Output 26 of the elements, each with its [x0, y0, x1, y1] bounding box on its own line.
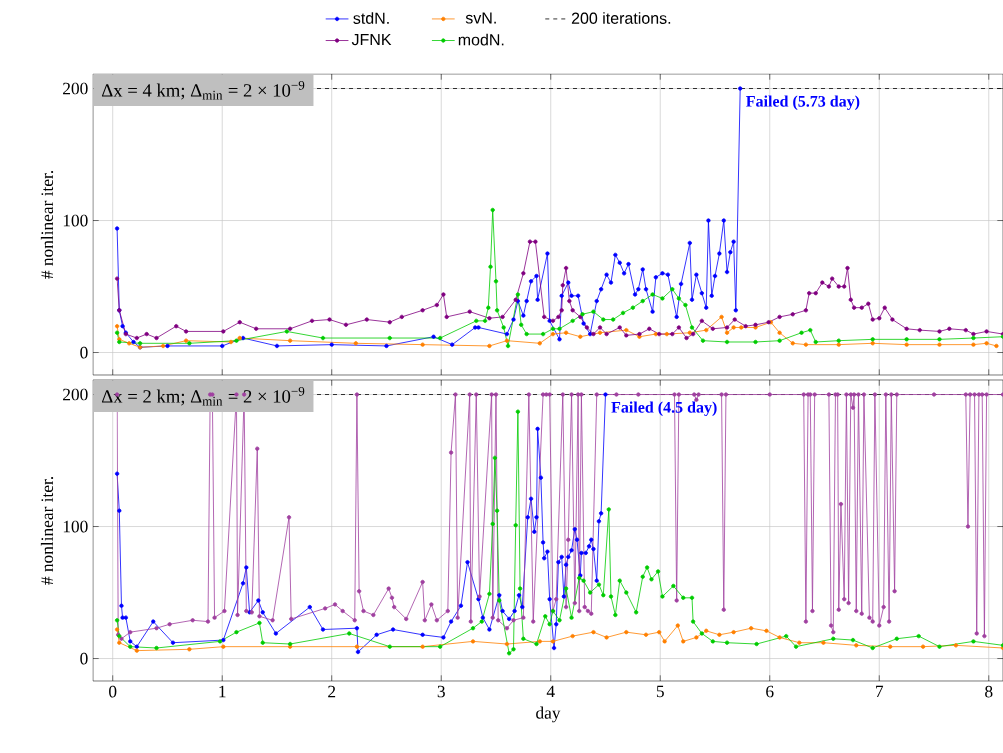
legend-label: modN. [458, 33, 504, 46]
annotation: Failed (4.5 day) [611, 401, 717, 416]
y-axis-title: # nonlinear iter. [40, 170, 54, 279]
y-tick-label: 0 [80, 346, 88, 359]
x-tick-label: 2 [328, 685, 336, 698]
x-axis-title: day [536, 706, 561, 723]
x-tick-label: 7 [876, 685, 884, 698]
x-tick-label: 3 [437, 685, 445, 698]
y-tick-label: 200 [63, 82, 88, 95]
y-tick-label: 100 [63, 214, 88, 227]
annotation: Δx = 4 km; Δ$_{min}$ = 2 × 10$^{−9}$ [101, 80, 305, 100]
x-tick-label: 5 [656, 685, 664, 698]
annotation: Failed (5.73 day) [746, 95, 860, 111]
y-tick-label: 200 [63, 388, 88, 401]
legend-label: 200 iterations. [571, 12, 671, 24]
x-tick-label: 8 [985, 685, 993, 698]
y-axis-title: # nonlinear iter. [40, 476, 54, 585]
legend-label: JFNK [351, 34, 392, 46]
x-tick-label: 0 [109, 685, 117, 698]
legend-label: stdN. [353, 12, 389, 24]
x-tick-label: 6 [766, 685, 774, 698]
x-tick-label: 4 [546, 685, 555, 698]
x-tick-label: 1 [219, 685, 226, 698]
legend-label: svN. [465, 12, 496, 24]
y-tick-label: 100 [63, 520, 88, 533]
y-tick-label: 0 [80, 652, 88, 665]
